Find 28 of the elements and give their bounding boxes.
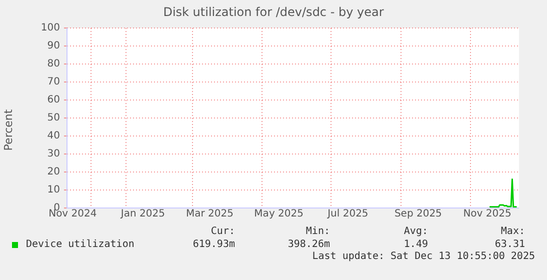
y-tick-label: 100 [40,22,60,34]
x-tick-label: Jul 2025 [326,208,368,220]
text: Avg: [404,226,428,237]
text: 63.31 [494,239,525,250]
text: Min: [306,226,330,237]
x-tick-label: Sep 2025 [394,208,442,220]
text: Cur: [210,226,235,237]
y-tick-label: 20 [47,166,60,178]
chart-title: Disk utilization for /dev/sdc - by year [162,5,385,19]
y-tick-label: 70 [47,76,60,88]
x-tick-label: Mar 2025 [186,208,234,220]
text: Max: [500,226,525,237]
text: Last update: Sat Dec 13 10:55:00 2025 [312,251,535,262]
x-tick-label: Nov 2025 [463,208,512,220]
x-tick-label: May 2025 [254,208,304,220]
text: 619.93m [192,239,235,250]
y-axis-title: Percent [2,109,16,151]
y-tick-label: 30 [47,148,60,160]
text: 1.49 [404,239,428,250]
y-tick-label: 50 [47,112,60,124]
legend-label: Device utilization [26,239,134,250]
y-tick-label: 40 [47,130,60,142]
y-tick-label: 60 [47,94,60,106]
y-tick-label: 10 [47,184,60,196]
x-tick-label: Jan 2025 [120,208,165,220]
y-tick-label: 80 [47,58,60,70]
y-tick-label: 90 [47,40,60,52]
text: 398.26m [288,239,330,250]
